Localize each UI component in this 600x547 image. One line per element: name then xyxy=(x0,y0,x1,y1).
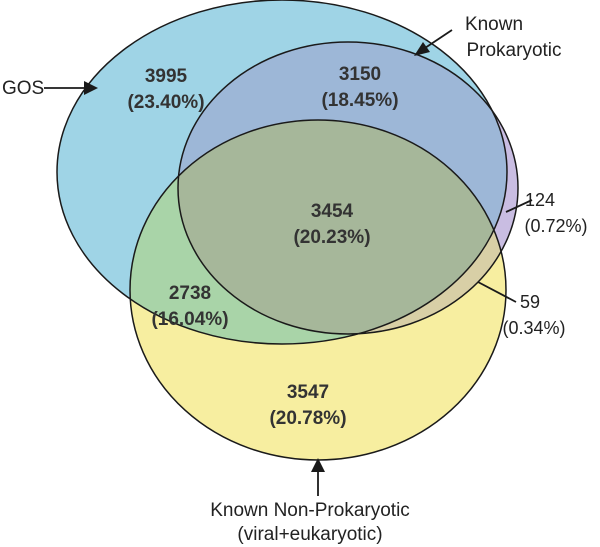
prok-only-percent: (0.72%) xyxy=(524,216,587,236)
prok-set-label-line1: Known xyxy=(465,14,523,35)
nonprok-only-count: 3547 xyxy=(287,382,329,403)
gos-prok-percent: (18.45%) xyxy=(321,90,398,111)
all-three-count: 3454 xyxy=(311,201,354,222)
gos-set-label: GOS xyxy=(2,78,44,99)
nonprok-arrow-icon xyxy=(311,458,325,472)
prok-nonprok-leader xyxy=(477,281,517,303)
gos-nonprok-percent: (16.04%) xyxy=(151,309,228,330)
gos-only-count: 3995 xyxy=(145,66,188,87)
nonprok-set-label-line1: Known Non-Prokaryotic xyxy=(210,500,410,521)
gos-arrow-icon xyxy=(84,81,98,95)
prok-nonprok-count: 59 xyxy=(520,292,540,312)
prok-set-label-line2: Prokaryotic xyxy=(466,40,561,61)
prok-arrow-icon xyxy=(414,42,430,56)
nonprok-set-label-line2: (viral+eukaryotic) xyxy=(237,524,382,545)
prok-only-count: 124 xyxy=(525,190,555,210)
nonprok-only-percent: (20.78%) xyxy=(269,408,346,429)
prok-nonprok-percent: (0.34%) xyxy=(502,318,565,338)
prok-only-leader xyxy=(505,199,533,213)
gos-only-percent: (23.40%) xyxy=(127,92,204,113)
all-three-percent: (20.23%) xyxy=(293,227,370,248)
all-three-intersection xyxy=(178,120,506,334)
gos-prok-count: 3150 xyxy=(339,64,381,85)
gos-nonprok-count: 2738 xyxy=(169,283,211,304)
